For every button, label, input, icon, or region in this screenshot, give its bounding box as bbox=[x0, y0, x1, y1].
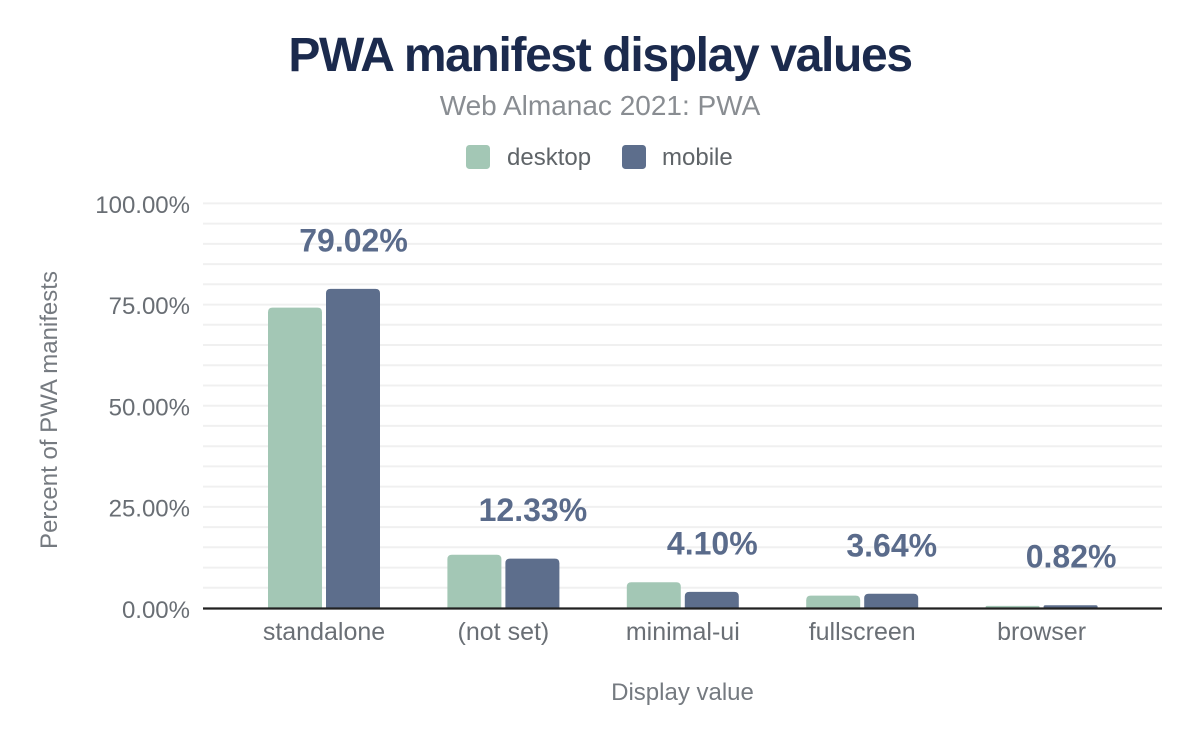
svg-text:79.02%: 79.02% bbox=[299, 222, 408, 258]
svg-text:0.82%: 0.82% bbox=[1026, 539, 1117, 575]
svg-text:25.00%: 25.00% bbox=[109, 496, 190, 523]
svg-text:mobile: mobile bbox=[662, 144, 733, 171]
svg-text:4.10%: 4.10% bbox=[667, 525, 758, 561]
svg-text:0.00%: 0.00% bbox=[122, 597, 190, 624]
svg-text:PWA manifest display values: PWA manifest display values bbox=[288, 29, 911, 82]
svg-text:desktop: desktop bbox=[507, 144, 591, 171]
svg-text:browser: browser bbox=[997, 618, 1086, 646]
svg-text:3.64%: 3.64% bbox=[846, 527, 937, 563]
svg-text:minimal-ui: minimal-ui bbox=[626, 618, 740, 646]
svg-text:50.00%: 50.00% bbox=[109, 394, 190, 421]
svg-text:Display value: Display value bbox=[611, 679, 754, 706]
svg-text:12.33%: 12.33% bbox=[479, 492, 588, 528]
svg-text:100.00%: 100.00% bbox=[95, 192, 190, 219]
svg-text:(not set): (not set) bbox=[458, 618, 550, 646]
svg-text:standalone: standalone bbox=[263, 618, 385, 646]
svg-text:75.00%: 75.00% bbox=[109, 293, 190, 320]
svg-text:Percent of PWA manifests: Percent of PWA manifests bbox=[36, 271, 63, 549]
svg-text:fullscreen: fullscreen bbox=[809, 618, 916, 646]
svg-text:Web Almanac 2021: PWA: Web Almanac 2021: PWA bbox=[440, 90, 761, 121]
